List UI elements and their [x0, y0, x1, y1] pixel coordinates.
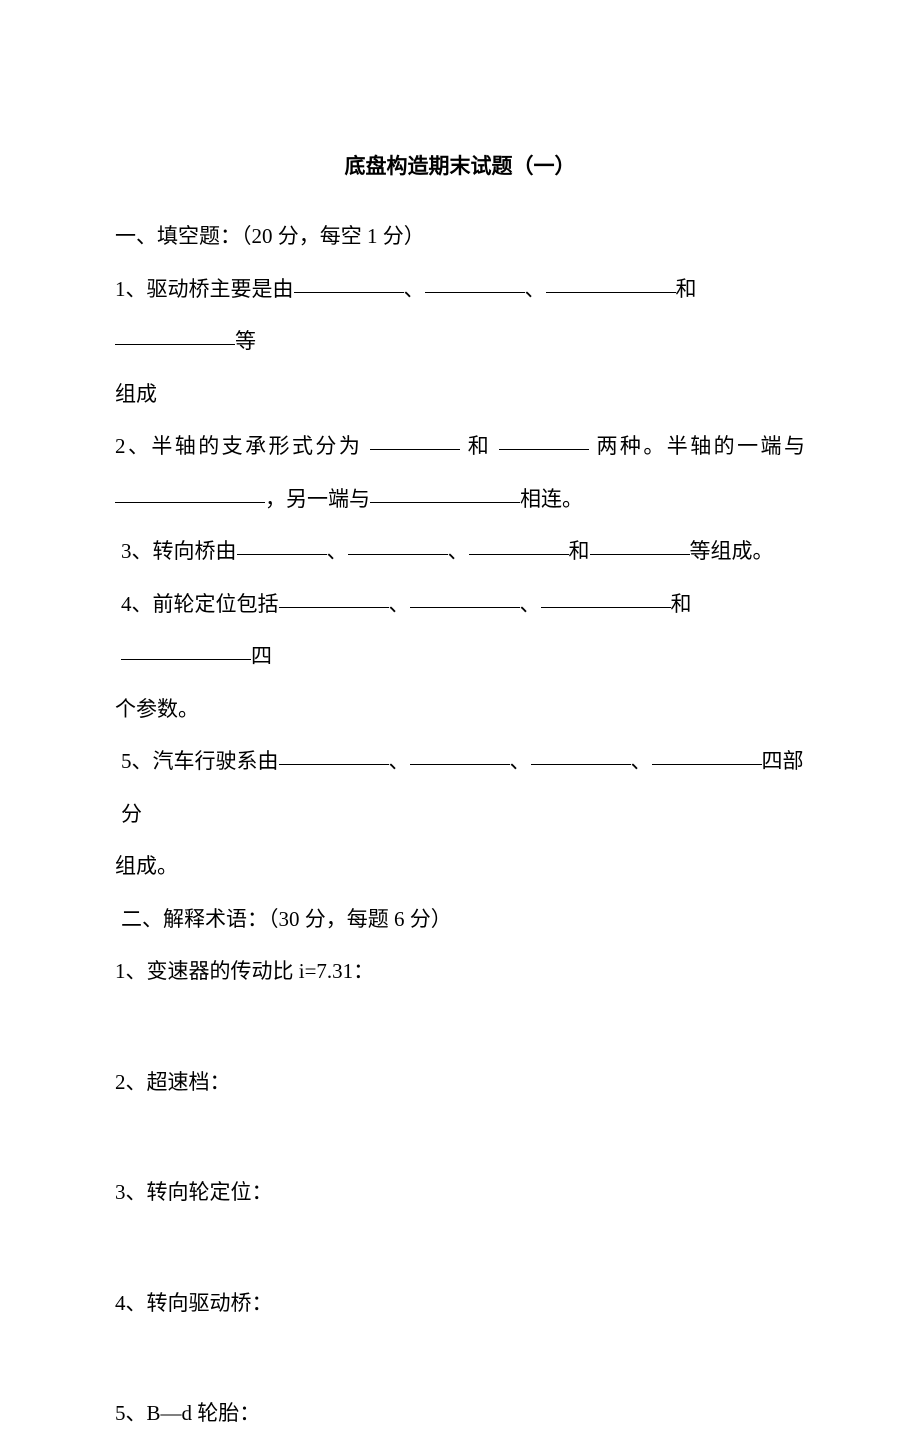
q1-text-3: 、	[525, 277, 546, 301]
question-2b: ，另一端与 相连。	[115, 473, 805, 526]
q2b-text-2: 相连。	[520, 487, 583, 511]
term-5: 5、B—d 轮胎：	[115, 1387, 805, 1440]
q4-text-5: 四	[251, 644, 272, 668]
q2b-blank-1	[115, 502, 265, 503]
q2-text-3: 两种。半轴的一端与	[597, 434, 806, 458]
q3-text-5: 等组成。	[690, 539, 774, 563]
q4-text-4: 和	[671, 592, 692, 616]
term-1: 1、变速器的传动比 i=7.31：	[115, 945, 805, 998]
q3-blank-1	[237, 554, 327, 555]
q3-text-2: 、	[327, 539, 348, 563]
q1-line2: 组成	[115, 368, 805, 421]
q4-text-1: 4、前轮定位包括	[121, 592, 279, 616]
q4-blank-2	[410, 607, 520, 608]
q1-blank-3	[546, 292, 676, 293]
q5-blank-4	[652, 764, 762, 765]
q5-text-4: 、	[631, 749, 652, 773]
q5-blank-1	[279, 764, 389, 765]
q2-text-1: 2、半轴的支承形式分为	[115, 434, 362, 458]
q3-blank-4	[590, 554, 690, 555]
q1-blank-2	[425, 292, 525, 293]
q1-text-2: 、	[404, 277, 425, 301]
term-3: 3、转向轮定位：	[115, 1166, 805, 1219]
q2-blank-1	[370, 449, 460, 450]
q3-text-1: 3、转向桥由	[121, 539, 237, 563]
q5-text-1: 5、汽车行驶系由	[121, 749, 279, 773]
document-title: 底盘构造期末试题（一）	[115, 150, 805, 180]
q4-blank-3	[541, 607, 671, 608]
q4-text-3: 、	[520, 592, 541, 616]
q4-blank-1	[279, 607, 389, 608]
question-4: 4、前轮定位包括 、 、 和四	[115, 578, 805, 683]
question-5: 5、汽车行驶系由、、、四部分	[115, 735, 805, 840]
q5-blank-3	[531, 764, 631, 765]
q2b-text-1: ，另一端与	[265, 487, 370, 511]
q4-line2: 个参数。	[115, 683, 805, 736]
question-3: 3、转向桥由 、 、 和 等组成。	[115, 525, 805, 578]
q5-text-3: 、	[510, 749, 531, 773]
q1-blank-4	[115, 344, 235, 345]
q3-text-4: 和	[569, 539, 590, 563]
q2-text-2: 和	[468, 434, 491, 458]
question-2: 2、半轴的支承形式分为 和 两种。半轴的一端与	[115, 420, 805, 473]
q1-blank-1	[294, 292, 404, 293]
q4-text-2: 、	[389, 592, 410, 616]
q2-blank-2	[499, 449, 589, 450]
q3-blank-2	[348, 554, 448, 555]
q5-blank-2	[410, 764, 510, 765]
q5-line2: 组成。	[115, 840, 805, 893]
q4-blank-4	[121, 659, 251, 660]
section2-header: 二、解释术语：（30 分，每题 6 分）	[115, 893, 805, 946]
q3-text-3: 、	[448, 539, 469, 563]
q3-blank-3	[469, 554, 569, 555]
q5-text-2: 、	[389, 749, 410, 773]
q2b-blank-2	[370, 502, 520, 503]
q1-text-1: 1、驱动桥主要是由	[115, 277, 294, 301]
question-1: 1、驱动桥主要是由 、 、 和等	[115, 263, 805, 368]
term-2: 2、超速档：	[115, 1056, 805, 1109]
q1-text-4: 和	[676, 277, 697, 301]
term-4: 4、转向驱动桥：	[115, 1277, 805, 1330]
q1-text-5: 等	[235, 329, 256, 353]
section1-header: 一、填空题：（20 分，每空 1 分）	[115, 210, 805, 263]
